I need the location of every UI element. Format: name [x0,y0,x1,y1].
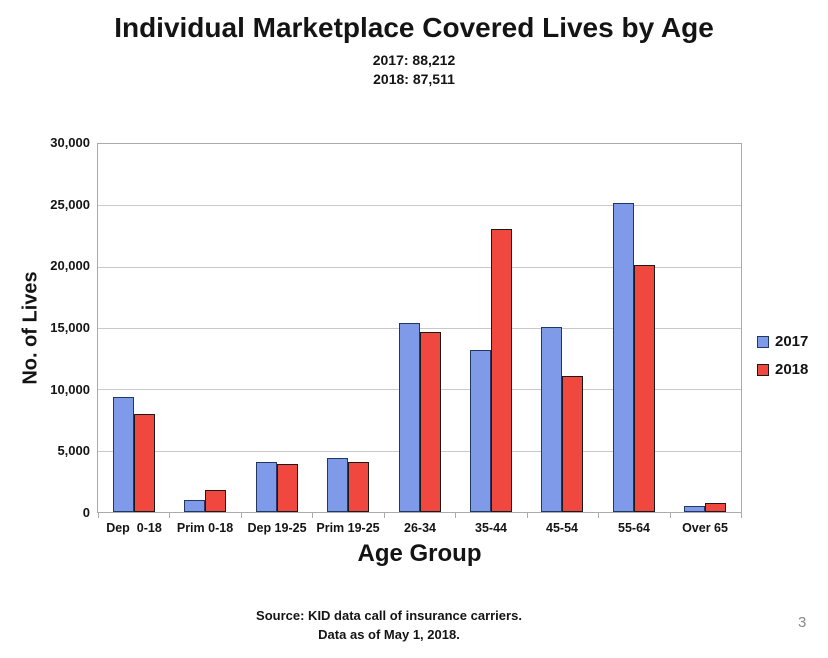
chart-title: Individual Marketplace Covered Lives by … [114,12,714,43]
total-2017: 2017: 88,212 [372,52,456,68]
x-tick-label: 35-44 [475,521,507,535]
x-tick-label: Prim 19-25 [316,521,380,535]
y-tick-label: 0 [82,505,90,520]
bar-2018 [276,464,298,512]
source-note: Source: KID data call of insurance carri… [256,608,522,623]
x-tick-mark [455,513,456,518]
x-axis-title: Age Group [357,540,482,567]
y-tick-label: 10,000 [50,382,90,397]
x-tick-mark [741,513,742,518]
legend-swatch-2018-icon [757,363,769,376]
gridline [98,328,741,329]
footer: Source: KID data call of insurance carri… [0,606,778,644]
y-tick-label: 20,000 [50,258,90,273]
bar-2017 [541,327,563,512]
y-tick-label: 15,000 [50,320,90,335]
bar-2017 [398,323,420,512]
bar-2017 [684,506,706,512]
x-tick-mark [598,513,599,518]
x-tick-mark [384,513,385,518]
legend-item-2017: 2017 [757,333,808,350]
legend-item-2018: 2018 [757,361,808,378]
bar-2017 [327,458,349,512]
y-tick-label: 30,000 [50,135,90,150]
x-tick-label: Prim 0-18 [176,521,234,535]
bar-2017 [469,350,491,512]
bar-2018 [133,414,155,512]
bar-2017 [255,462,277,512]
bar-2017 [184,500,206,512]
x-tick-mark [670,513,671,518]
page-number: 3 [798,614,807,631]
bar-2018 [419,332,441,512]
gridline [98,205,741,206]
bar-2018 [348,462,370,512]
bar-2018 [633,265,655,512]
legend-swatch-2017-icon [757,335,769,348]
x-tick-label: 55-64 [618,521,650,535]
x-tick-label: Dep 19-25 [247,521,307,535]
y-tick-label: 5,000 [57,443,90,458]
legend-label-2017: 2017 [775,333,809,350]
x-tick-mark [312,513,313,518]
x-tick-label: Dep 0-18 [106,521,162,535]
x-tick-label: 45-54 [546,521,578,535]
y-tick-label: 25,000 [50,197,90,212]
x-tick-mark [169,513,170,518]
x-tick-label: 26-34 [404,521,436,535]
x-tick-mark [241,513,242,518]
bar-2018 [705,503,727,512]
bar-2017 [612,203,634,512]
x-tick-label: Over 65 [682,521,728,535]
bar-2018 [490,229,512,512]
bar-2018 [205,490,227,512]
gridline [98,267,741,268]
bar-2017 [112,397,134,512]
legend-label-2018: 2018 [775,361,809,378]
x-tick-mark [527,513,528,518]
plot-area [97,143,742,513]
data-date-note: Data as of May 1, 2018. [318,627,460,642]
x-tick-mark [98,513,99,518]
bar-2018 [562,376,584,512]
total-2018: 2018: 87,511 [373,71,455,87]
